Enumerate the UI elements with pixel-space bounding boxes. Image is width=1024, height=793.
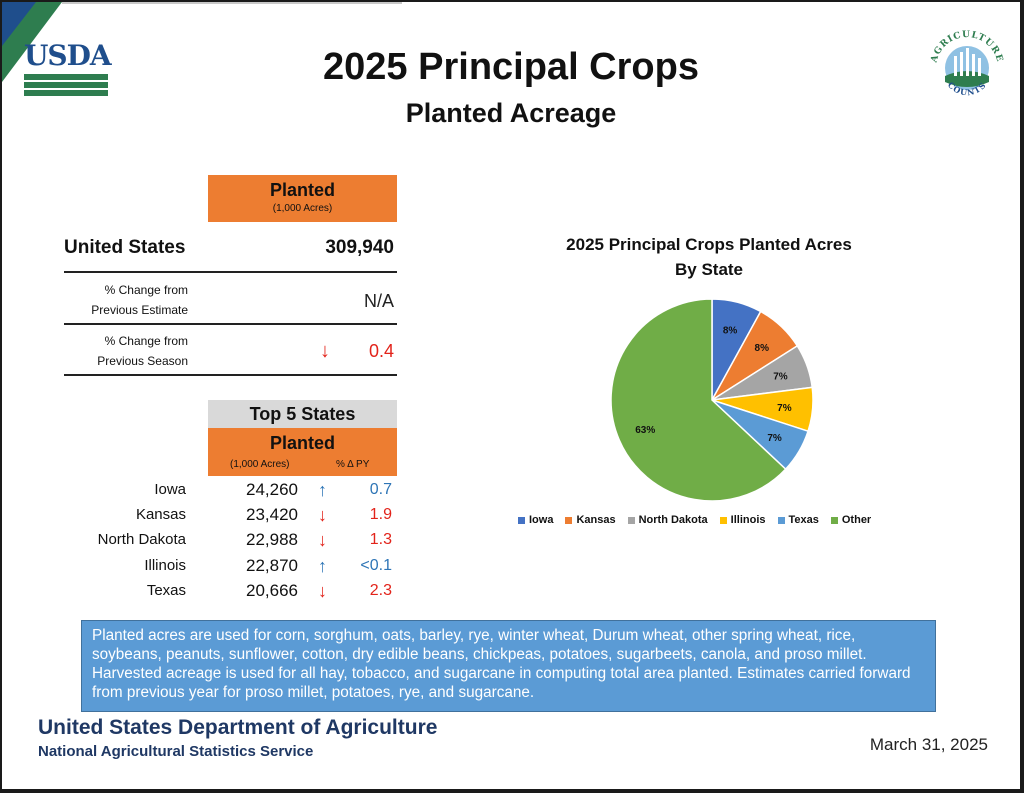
up-arrow-icon: ↑ [318,480,327,500]
down-arrow-icon: ↓ [320,340,330,362]
planted-header-units: (1,000 Acres) [272,203,333,214]
legend-label: North Dakota [638,514,708,526]
prev-estimate-label-line1: % Change from [104,283,188,297]
corner-decoration [2,2,402,82]
state-pct-change: 0.7 [369,481,392,498]
prev-estimate-value: N/A [363,291,394,311]
top5-units-label: (1,000 Acres) [230,459,290,470]
legend-label: Texas [788,514,819,526]
state-name: North Dakota [97,531,186,548]
prev-season-label: % Change from Previous Season [64,331,188,371]
legend-item-illinois: Illinois [719,514,766,526]
page-subtitle: Planted Acreage [405,98,617,128]
chart-title-line2: By State [674,260,744,279]
planted-header-label: Planted [269,180,335,200]
pie-data-label: 8% [755,343,770,354]
methodology-note: Planted acres are used for corn, sorghum… [81,620,936,712]
state-name: Kansas [135,506,186,523]
pie-chart: 8% 8% 7% 7% 7% 63% [610,298,814,502]
state-name: Iowa [154,481,186,498]
pie-slice-other [610,298,787,502]
down-arrow-icon: ↓ [318,530,327,550]
pie-data-label: 8% [723,326,738,337]
state-pct-change: 1.3 [369,531,392,548]
top5-title: Top 5 States [208,400,397,428]
legend-label: Kansas [576,514,616,526]
legend-label: Illinois [730,514,766,526]
down-arrow-icon: ↓ [318,581,327,601]
page-title: 2025 Principal Crops [323,46,699,88]
pie-data-label: 7% [777,403,792,414]
legend-swatch [518,516,525,524]
chart-title: 2025 Principal Crops Planted Acres By St… [512,232,906,282]
legend-swatch [830,516,838,524]
legend-label: Other [841,514,872,526]
pie-data-label: 7% [767,433,782,444]
state-planted-value: 24,260 [246,480,298,499]
down-arrow-icon: ↓ [318,505,327,525]
pie-data-label: 7% [773,371,788,382]
divider [64,323,397,325]
svg-text:COUNTS: COUNTS [946,80,988,98]
legend-swatch [565,516,573,524]
state-planted-value: 22,988 [246,530,298,549]
state-planted-value: 23,420 [246,505,298,524]
divider [64,374,397,376]
prev-season-value: 0.4 [368,341,394,361]
chart-title-line1: 2025 Principal Crops Planted Acres [566,235,852,254]
top5-planted-header: Planted (1,000 Acres) % Δ PY [208,428,397,476]
agriculture-counts-logo: AGRICULTURE COUNTS [929,30,1003,98]
legend-swatch [719,516,727,524]
top5-planted-label: Planted [269,433,335,453]
chart-legend: Iowa Kansas North Dakota Illinois Texas … [518,514,871,526]
state-planted-value: 20,666 [246,581,298,600]
us-value: 309,940 [325,237,394,258]
usda-logo: USDA [24,39,112,100]
planted-header: Planted (1,000 Acres) [208,175,397,222]
pie-data-label: 63% [635,425,655,436]
usda-logo-bars [24,74,108,96]
legend-swatch [777,516,785,524]
state-pct-change: 1.9 [369,506,392,523]
legend-item-iowa: Iowa [518,514,553,526]
top5-pct-label: % Δ PY [336,459,370,470]
footer-date: March 31, 2025 [869,735,988,754]
divider [64,271,397,273]
legend-swatch [627,516,635,524]
prev-estimate-label-line2: Previous Estimate [91,303,188,317]
usda-logo-text: USDA [24,39,112,72]
state-pct-change: <0.1 [360,557,392,574]
prev-season-label-line2: Previous Season [97,354,188,368]
footer-org: United States Department of Agriculture [38,716,438,739]
legend-item-texas: Texas [777,514,819,526]
prev-season-label-line1: % Change from [104,334,188,348]
state-name: Illinois [144,557,186,574]
up-arrow-icon: ↑ [318,556,327,576]
prev-estimate-label: % Change from Previous Estimate [64,280,188,320]
counts-logo-text: COUNTS [946,80,987,98]
state-pct-change: 2.3 [369,582,392,599]
footer-agency: National Agricultural Statistics Service [38,743,314,760]
legend-item-kansas: Kansas [565,514,616,526]
legend-item-north-dakota: North Dakota [627,514,708,526]
state-planted-value: 22,870 [246,556,298,575]
us-label: United States [64,237,186,258]
legend-label: Iowa [529,514,554,526]
state-name: Texas [146,582,186,599]
legend-item-other: Other [830,514,872,526]
